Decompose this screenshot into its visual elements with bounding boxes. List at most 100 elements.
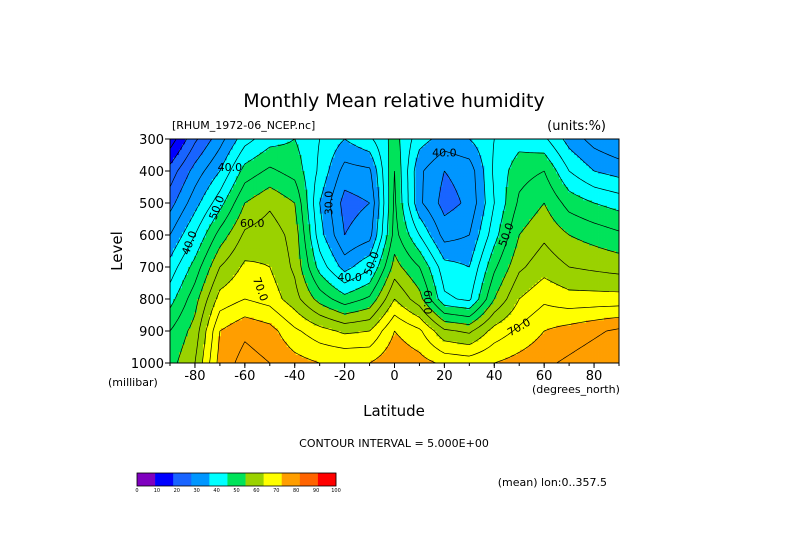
field-cell <box>388 200 392 204</box>
field-cell <box>580 147 584 151</box>
field-cell <box>517 208 521 212</box>
field-cell <box>586 147 590 151</box>
field-cell <box>415 176 419 180</box>
field-cell <box>433 147 437 151</box>
field-cell <box>610 192 614 196</box>
field-cell <box>211 208 216 212</box>
field-cell <box>382 157 386 161</box>
field-cell <box>493 213 497 217</box>
field-cell <box>418 157 422 161</box>
field-cell <box>193 221 198 225</box>
field-cell <box>541 176 545 180</box>
field-cell <box>544 221 548 225</box>
field-cell <box>301 192 306 196</box>
field-cell <box>205 195 210 199</box>
field-cell <box>433 200 437 204</box>
field-cell <box>337 197 342 201</box>
field-cell <box>553 168 557 172</box>
field-cell <box>361 200 365 204</box>
field-cell <box>547 205 551 209</box>
field-cell <box>331 200 336 204</box>
field-cell <box>316 208 321 212</box>
field-cell <box>292 149 297 153</box>
field-cell <box>538 163 542 167</box>
field-cell <box>298 139 303 143</box>
field-cell <box>190 208 195 212</box>
field-cell <box>616 152 619 156</box>
field-cell <box>529 163 533 167</box>
field-cell <box>574 171 578 175</box>
field-cell <box>541 224 545 228</box>
field-cell <box>514 181 518 185</box>
field-cell <box>208 187 213 191</box>
field-cell <box>274 171 279 175</box>
field-cell <box>421 152 425 156</box>
field-cell <box>382 219 386 223</box>
field-cell <box>469 155 473 159</box>
field-cell <box>592 144 596 148</box>
field-cell <box>505 149 509 153</box>
field-cell <box>316 192 321 196</box>
field-cell <box>352 168 356 172</box>
field-cell <box>247 163 252 167</box>
field-cell <box>448 219 452 223</box>
field-cell <box>322 152 327 156</box>
field-cell <box>604 221 608 225</box>
field-cell <box>577 173 581 177</box>
field-cell <box>403 176 407 180</box>
field-cell <box>184 205 189 209</box>
field-cell <box>553 165 557 169</box>
field-cell <box>172 141 177 145</box>
field-cell <box>343 165 347 169</box>
field-cell <box>388 187 392 191</box>
field-cell <box>379 165 383 169</box>
field-cell <box>586 208 590 212</box>
field-cell <box>475 171 479 175</box>
field-cell <box>511 160 515 164</box>
field-cell <box>202 189 207 193</box>
field-cell <box>253 157 258 161</box>
field-cell <box>595 181 599 185</box>
field-cell <box>259 213 264 217</box>
field-cell <box>388 205 392 209</box>
field-cell <box>451 197 455 201</box>
field-cell <box>553 224 557 228</box>
field-cell <box>235 171 240 175</box>
field-cell <box>205 165 210 169</box>
field-cell <box>559 179 563 183</box>
field-cell <box>577 179 581 183</box>
field-cell <box>310 205 315 209</box>
field-cell <box>196 208 201 212</box>
field-cell <box>343 197 347 201</box>
field-cell <box>361 176 365 180</box>
field-cell <box>532 224 536 228</box>
field-cell <box>442 211 446 215</box>
field-cell <box>175 163 180 167</box>
field-cell <box>199 184 204 188</box>
field-cell <box>496 149 500 153</box>
field-cell <box>427 189 431 193</box>
field-cell <box>517 200 521 204</box>
field-cell <box>523 139 527 143</box>
field-cell <box>172 213 177 217</box>
field-cell <box>343 163 347 167</box>
field-cell <box>316 216 321 220</box>
field-cell <box>517 173 521 177</box>
field-cell <box>418 141 422 145</box>
field-cell <box>445 189 449 193</box>
field-cell <box>172 189 177 193</box>
field-cell <box>589 205 593 209</box>
field-cell <box>259 173 264 177</box>
field-cell <box>184 221 189 225</box>
field-cell <box>394 147 398 151</box>
field-cell <box>568 165 572 169</box>
field-cell <box>355 179 359 183</box>
field-cell <box>307 163 312 167</box>
field-cell <box>349 203 353 207</box>
field-cell <box>265 141 270 145</box>
field-cell <box>334 141 339 145</box>
field-cell <box>382 195 386 199</box>
field-cell <box>460 147 464 151</box>
field-cell <box>445 200 449 204</box>
field-cell <box>526 181 530 185</box>
